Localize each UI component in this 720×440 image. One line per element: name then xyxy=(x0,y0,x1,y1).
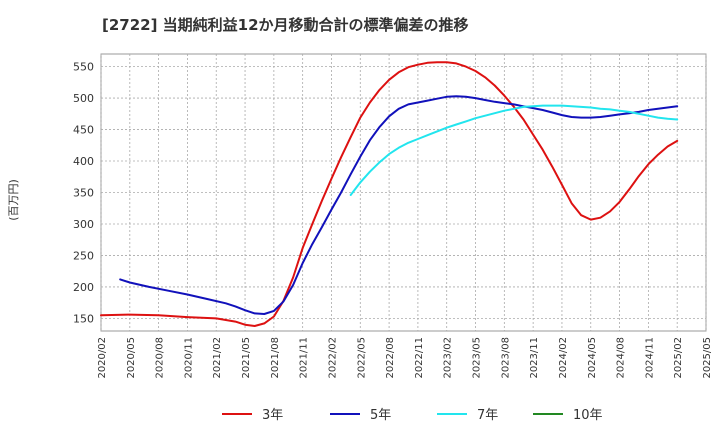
x-tick-label: 2020/11 xyxy=(183,337,194,379)
legend-label-3: 10年 xyxy=(573,408,603,423)
y-tick-label: 550 xyxy=(73,61,94,74)
series-line-2 xyxy=(349,104,679,196)
series-line-1 xyxy=(119,95,679,315)
legend: 3年 5年 7年 10年 xyxy=(222,408,603,423)
chart-title: [2722] 当期純利益12か月移動合計の標準偏差の推移 xyxy=(102,16,469,34)
y-tick-label: 400 xyxy=(73,155,94,168)
x-tick-label: 2024/08 xyxy=(616,337,627,379)
grid xyxy=(100,54,707,331)
x-tick-label: 2022/05 xyxy=(356,337,367,379)
x-tick-label: 2024/05 xyxy=(587,337,598,379)
legend-label-1: 5年 xyxy=(370,408,391,423)
y-tick-label: 350 xyxy=(73,187,94,200)
x-tick-label: 2022/08 xyxy=(385,337,396,379)
x-tick-label: 2023/05 xyxy=(472,337,483,379)
x-tick-label: 2021/11 xyxy=(299,337,310,379)
x-tick-label: 2021/08 xyxy=(270,337,281,379)
y-tick-label: 450 xyxy=(73,124,94,137)
x-tick-label: 2020/05 xyxy=(126,337,137,379)
x-tick-label: 2025/05 xyxy=(702,337,713,379)
x-tick-label: 2022/11 xyxy=(414,337,425,379)
x-tick-label: 2024/11 xyxy=(644,337,655,379)
series-line-0 xyxy=(100,61,679,327)
x-tick-labels: 2020/02 2020/05 2020/08 2020/11 2021/02 2021/… xyxy=(97,337,713,379)
x-tick-label: 2023/02 xyxy=(443,337,454,379)
x-tick-label: 2020/02 xyxy=(97,337,108,379)
y-tick-label: 200 xyxy=(73,281,94,294)
y-tick-label: 150 xyxy=(73,312,94,325)
x-tick-label: 2020/08 xyxy=(155,337,166,379)
x-tick-label: 2021/02 xyxy=(212,337,223,379)
x-tick-label: 2021/05 xyxy=(241,337,252,379)
y-tick-label: 500 xyxy=(73,92,94,105)
y-axis-label: (百万円) xyxy=(7,179,20,221)
x-tick-label: 2023/08 xyxy=(500,337,511,379)
x-tick-label: 2022/02 xyxy=(327,337,338,379)
plot-area xyxy=(100,53,707,332)
x-tick-label: 2025/02 xyxy=(673,337,684,379)
series-lines xyxy=(100,61,679,327)
y-tick-label: 250 xyxy=(73,249,94,262)
x-tick-label: 2023/11 xyxy=(529,337,540,379)
x-tick-label: 2024/02 xyxy=(558,337,569,379)
y-tick-labels: 150 200 250 300 350 400 450 500 550 xyxy=(73,61,94,326)
y-tick-label: 300 xyxy=(73,218,94,231)
legend-label-0: 3年 xyxy=(262,408,283,423)
legend-label-2: 7年 xyxy=(477,408,498,423)
